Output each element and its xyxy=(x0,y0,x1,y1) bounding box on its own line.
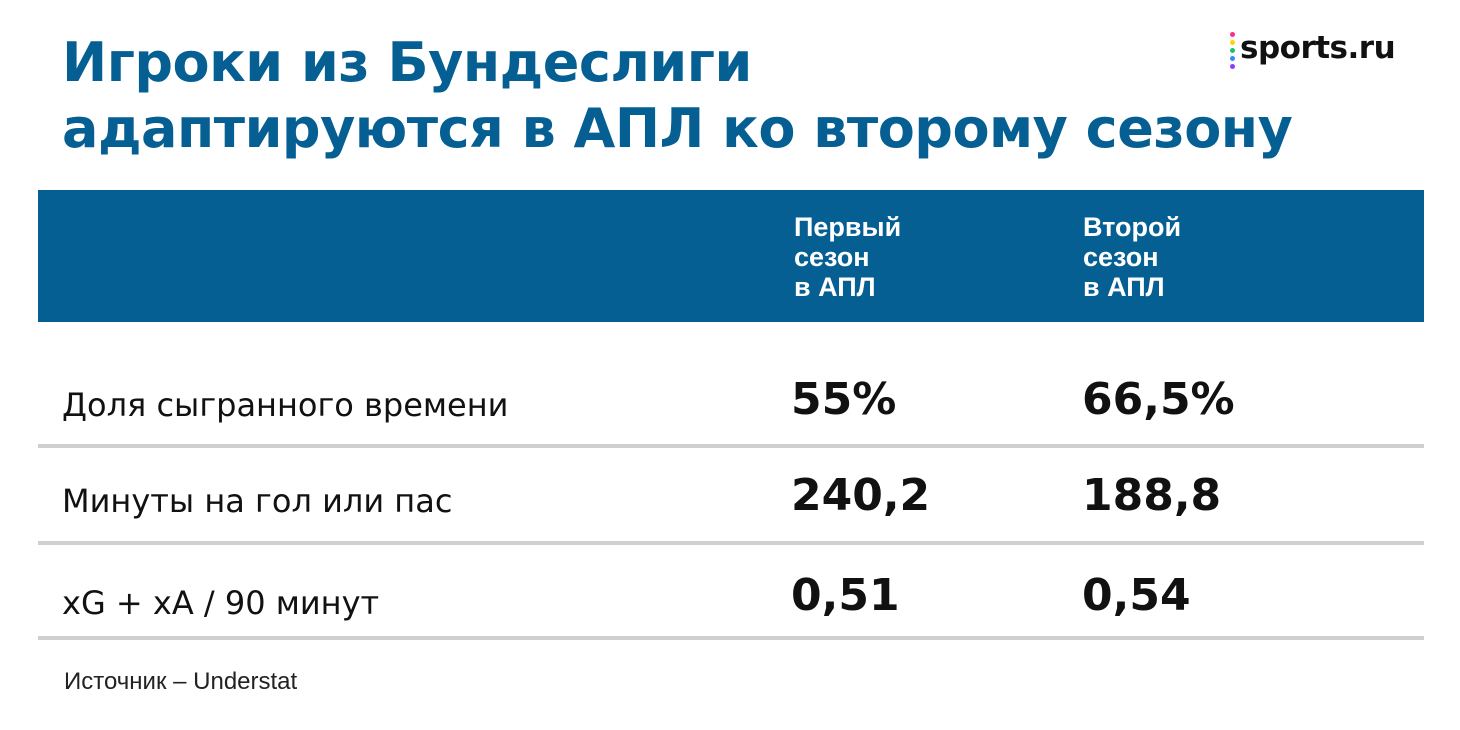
column-header-line: в АПЛ xyxy=(794,272,876,302)
logo-dot-5 xyxy=(1230,63,1235,69)
table-cell-value: 66,5% xyxy=(1082,374,1235,425)
row-label: xG + xA / 90 минут xyxy=(62,584,380,622)
column-header-second-season: Второй сезон в АПЛ xyxy=(1083,212,1283,302)
source-note: Источник – Understat xyxy=(64,668,298,695)
logo-dot-2 xyxy=(1230,39,1235,45)
logo-dot-1 xyxy=(1230,31,1235,37)
row-label: Доля сыгранного времени xyxy=(62,386,509,424)
column-header-line: сезон xyxy=(794,242,870,272)
table-cell-value: 0,54 xyxy=(1082,570,1191,621)
column-header-line: в АПЛ xyxy=(1083,272,1165,302)
logo-dot-4 xyxy=(1230,55,1235,61)
row-divider xyxy=(38,636,1424,640)
row-divider xyxy=(38,444,1424,448)
logo-dot-3 xyxy=(1230,47,1235,53)
sports-ru-logo: sports.ru xyxy=(1230,26,1396,70)
table-cell-value: 0,51 xyxy=(791,570,900,621)
table-cell-value: 55% xyxy=(791,374,897,425)
table-header: Первый сезон в АПЛ Второй сезон в АПЛ xyxy=(38,190,1424,322)
table-row-xg-xa: xG + xA / 90 минут 0,51 0,54 xyxy=(38,546,1424,642)
title-line-1: Игроки из Бундеслиги xyxy=(62,31,752,94)
row-label: Минуты на гол или пас xyxy=(62,482,453,520)
table-cell-value: 188,8 xyxy=(1082,470,1222,521)
column-header-line: Первый xyxy=(794,212,902,242)
column-header-line: Второй xyxy=(1083,212,1182,242)
title-line-2: адаптируются в АПЛ ко второму сезону xyxy=(62,97,1293,160)
row-divider xyxy=(38,541,1424,545)
column-header-line: сезон xyxy=(1083,242,1159,272)
table-cell-value: 240,2 xyxy=(791,470,931,521)
logo-text: sports.ru xyxy=(1240,30,1396,66)
table-row-minutes-per-contribution: Минуты на гол или пас 240,2 188,8 xyxy=(38,450,1424,546)
chart-title: Игроки из Бундеслиги адаптируются в АПЛ … xyxy=(62,30,1293,162)
column-header-first-season: Первый сезон в АПЛ xyxy=(794,212,994,302)
logo-dots-icon xyxy=(1230,28,1235,69)
table-row-playing-time: Доля сыгранного времени 55% 66,5% xyxy=(38,360,1424,450)
